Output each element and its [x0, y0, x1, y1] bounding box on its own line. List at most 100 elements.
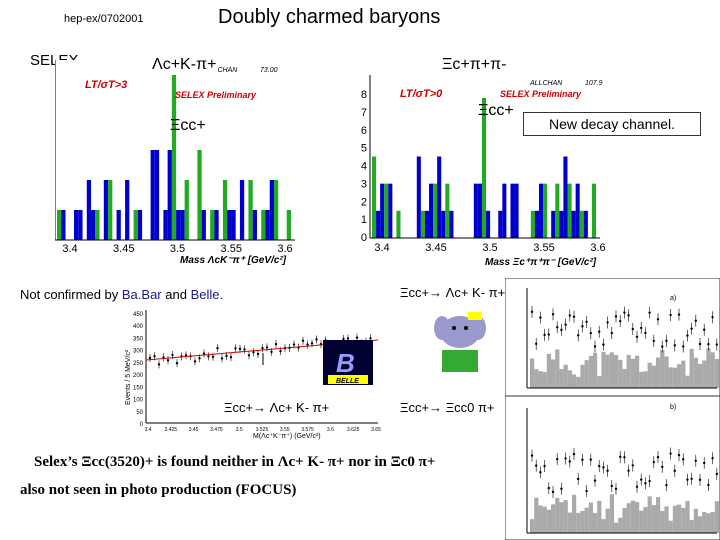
background-bin — [580, 510, 585, 533]
data-point — [234, 347, 237, 350]
data-point — [631, 464, 634, 467]
histogram-bin — [95, 210, 100, 240]
data-point — [539, 316, 542, 319]
right-xlabel: Mass Ξc⁺π⁺π⁻ [GeV/c²] — [485, 257, 597, 268]
background-bin — [651, 505, 656, 533]
x-tick-label: 3.525 — [256, 427, 269, 433]
background-bin — [609, 352, 614, 388]
background-bin — [714, 359, 719, 388]
background-bin — [559, 369, 564, 388]
background-bin — [584, 507, 589, 533]
background-bin — [593, 352, 598, 388]
y-tick-label: 0 — [140, 422, 144, 428]
data-point — [265, 346, 269, 349]
data-point — [355, 336, 359, 339]
histogram-bin — [133, 210, 138, 240]
y-tick-label: 5 — [361, 143, 367, 155]
background-bin — [618, 359, 623, 388]
data-point — [577, 477, 580, 481]
data-point — [202, 352, 206, 355]
data-point — [602, 343, 605, 346]
data-point — [560, 487, 563, 490]
y-tick-label: 6 — [361, 125, 367, 137]
right-corner-num: 107.9 — [585, 80, 603, 87]
left-corner-num: 73.00 — [260, 67, 278, 74]
data-point — [556, 457, 559, 461]
data-point — [711, 457, 714, 460]
data-point — [711, 315, 714, 319]
x-tick-label: 3.425 — [165, 427, 178, 433]
data-point — [153, 355, 156, 358]
data-point — [614, 487, 618, 491]
histogram-bin — [559, 210, 564, 238]
data-point — [148, 356, 152, 360]
x-tick-label: 3.45 — [425, 242, 446, 254]
histogram-bin — [449, 210, 454, 238]
background-bin — [647, 362, 652, 388]
histogram-bin — [231, 210, 236, 240]
data-point — [279, 349, 282, 353]
data-point — [589, 331, 592, 335]
data-point — [648, 311, 651, 314]
x-tick-label: 3.5 — [236, 427, 243, 433]
histogram-bin — [239, 180, 245, 240]
data-point — [157, 363, 161, 366]
belle-ylabel: Events / 5 MeV/c² — [125, 349, 132, 405]
data-point — [610, 331, 613, 335]
background-bin — [672, 505, 677, 533]
data-point — [243, 348, 246, 351]
data-point — [656, 318, 660, 321]
data-point — [606, 469, 609, 472]
data-point — [665, 339, 668, 343]
data-point — [686, 334, 689, 337]
data-point — [644, 482, 647, 485]
data-point — [682, 345, 685, 348]
histogram-bin — [252, 210, 257, 240]
background-bin — [672, 367, 677, 388]
data-point — [598, 464, 601, 468]
histogram-bin — [210, 210, 215, 240]
data-point — [648, 479, 651, 483]
data-point — [703, 461, 706, 465]
background-bin — [668, 520, 673, 533]
x-tick-label: 3.4 — [374, 242, 389, 254]
data-point — [623, 311, 626, 314]
right-histogram — [372, 98, 596, 238]
histogram-bin — [575, 183, 580, 238]
background-bin — [609, 494, 614, 533]
data-point — [677, 453, 681, 457]
data-point — [614, 315, 618, 318]
left-peak-label: Ξcc+ — [170, 117, 206, 134]
histogram-bin — [214, 210, 219, 240]
histogram-bin — [502, 183, 507, 238]
belle-name: Belle. — [190, 287, 224, 302]
left-xlabel: Mass ΛcK⁻π⁺ [GeV/c²] — [180, 255, 287, 266]
background-bin — [614, 355, 619, 388]
background-bin — [584, 360, 589, 388]
background-bin — [698, 363, 703, 388]
background-bin — [689, 348, 694, 388]
right-peak-label: Ξcc+ — [478, 102, 514, 119]
data-point — [690, 477, 693, 481]
data-point — [698, 478, 702, 482]
histogram-bin — [445, 183, 450, 238]
right-cut-label: LT/σT>0 — [400, 88, 443, 100]
background-bin — [576, 376, 581, 388]
background-bin — [563, 364, 568, 388]
histogram-bin — [227, 210, 232, 240]
data-point — [193, 360, 197, 363]
histogram-bin — [571, 210, 576, 238]
data-point — [342, 337, 345, 341]
data-point — [673, 344, 676, 347]
data-point — [274, 342, 278, 346]
background-bin — [605, 508, 610, 533]
background-bin — [685, 375, 690, 388]
histogram-bin — [176, 210, 181, 240]
data-point — [610, 484, 613, 488]
background-bin — [542, 506, 547, 533]
data-point — [669, 452, 672, 455]
data-point — [171, 353, 174, 357]
histogram-bin — [61, 210, 66, 240]
histogram-bin — [180, 210, 185, 240]
